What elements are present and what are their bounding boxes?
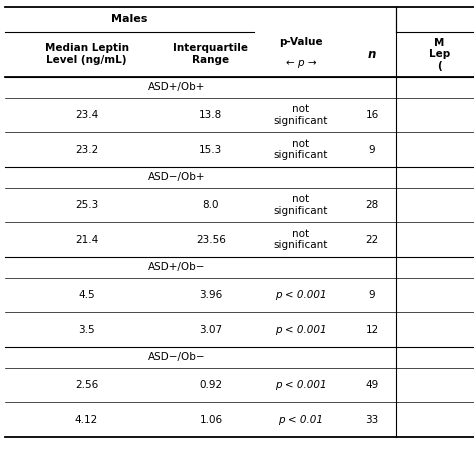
Text: 16: 16 <box>365 110 379 120</box>
Text: M
Lep
(: M Lep ( <box>429 37 450 71</box>
Text: p < 0.01: p < 0.01 <box>279 415 323 425</box>
Text: 1.06: 1.06 <box>200 415 222 425</box>
Text: 3.07: 3.07 <box>200 325 222 335</box>
Text: p-Value: p-Value <box>279 37 323 47</box>
Text: p < 0.001: p < 0.001 <box>275 325 327 335</box>
Text: not
significant: not significant <box>274 104 328 126</box>
Text: p < 0.001: p < 0.001 <box>275 380 327 390</box>
Text: not
significant: not significant <box>274 194 328 216</box>
Text: 8.0: 8.0 <box>203 200 219 210</box>
Text: 49: 49 <box>365 380 379 390</box>
Text: p < 0.001: p < 0.001 <box>275 290 327 300</box>
Text: ← p →: ← p → <box>286 58 316 68</box>
Text: Interquartile
Range: Interquartile Range <box>173 44 248 65</box>
Text: Males: Males <box>111 14 147 25</box>
Text: 23.2: 23.2 <box>75 145 98 155</box>
Text: 28: 28 <box>365 200 379 210</box>
Text: n: n <box>368 48 376 61</box>
Text: 4.5: 4.5 <box>78 290 95 300</box>
Text: not
significant: not significant <box>274 229 328 250</box>
Text: 23.4: 23.4 <box>75 110 98 120</box>
Text: ASD+/Ob−: ASD+/Ob− <box>148 262 205 273</box>
Text: ASD−/Ob+: ASD−/Ob+ <box>148 172 205 182</box>
Text: 2.56: 2.56 <box>75 380 98 390</box>
Text: 0.92: 0.92 <box>200 380 222 390</box>
Text: ASD−/Ob−: ASD−/Ob− <box>148 352 205 363</box>
Text: 4.12: 4.12 <box>75 415 98 425</box>
Text: ASD+/Ob+: ASD+/Ob+ <box>148 82 205 92</box>
Text: 13.8: 13.8 <box>199 110 223 120</box>
Text: 25.3: 25.3 <box>75 200 98 210</box>
Text: Median Leptin
Level (ng/mL): Median Leptin Level (ng/mL) <box>45 44 128 65</box>
Text: 23.56: 23.56 <box>196 235 226 245</box>
Text: 22: 22 <box>365 235 379 245</box>
Text: 9: 9 <box>369 145 375 155</box>
Text: 3.5: 3.5 <box>78 325 95 335</box>
Text: 15.3: 15.3 <box>199 145 223 155</box>
Text: 21.4: 21.4 <box>75 235 98 245</box>
Text: 12: 12 <box>365 325 379 335</box>
Text: 3.96: 3.96 <box>199 290 223 300</box>
Text: 33: 33 <box>365 415 379 425</box>
Text: 9: 9 <box>369 290 375 300</box>
Text: not
significant: not significant <box>274 139 328 160</box>
